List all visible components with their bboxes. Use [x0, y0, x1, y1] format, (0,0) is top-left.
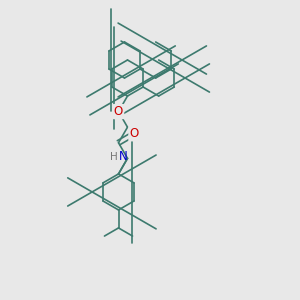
Text: N: N [119, 150, 128, 164]
Text: H: H [110, 152, 118, 162]
Text: O: O [130, 127, 139, 140]
Text: O: O [114, 105, 123, 118]
